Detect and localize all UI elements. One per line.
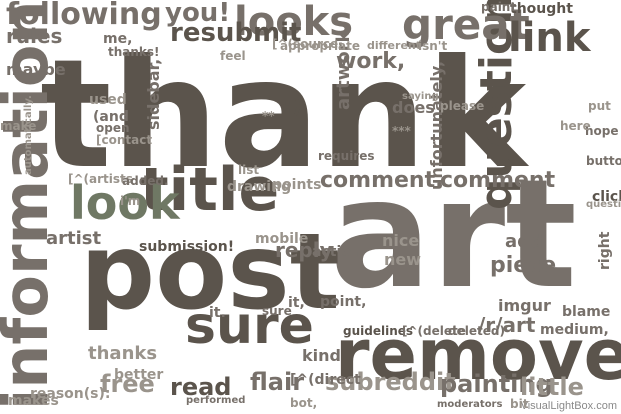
word-question: question [586, 199, 621, 210]
word-r-art: /r/art [478, 313, 536, 337]
word-drawing: drawing [227, 179, 292, 195]
word-removed: removed [335, 314, 621, 396]
word-points: points [272, 177, 322, 193]
word-reason-s: reason(s): [30, 386, 111, 402]
word-look: look [70, 176, 180, 230]
word-direct: [^(direct [290, 372, 361, 388]
word-sure: sure [262, 304, 292, 318]
word-blame: blame [562, 304, 611, 320]
word-submission: submission! [139, 239, 235, 255]
word-painting: painting [440, 370, 553, 398]
word-appropriate: appropriate [280, 39, 361, 53]
word-bit: bit [510, 397, 529, 411]
word-guidelines: guidelines [343, 324, 414, 338]
word-put: put [588, 99, 611, 113]
word-mobile: mobile [255, 231, 309, 247]
word-bot: bot, [290, 396, 318, 410]
word-resubmit: resubmit [170, 18, 302, 48]
word-i-m: i'm [120, 194, 141, 208]
word-right: right [597, 231, 613, 270]
word-unfortunately: unfortunately, [427, 60, 446, 190]
word-better: better [114, 367, 164, 383]
word-new: new [384, 250, 422, 269]
word-symbol: ** [262, 109, 275, 123]
word-comment: comment. [320, 168, 444, 193]
word-isn-t: isn't [418, 39, 448, 53]
word-read: read [170, 373, 232, 401]
watermark-text: VisualLightBox.com [520, 400, 617, 412]
word-point: point, [320, 294, 367, 310]
word-saying: saying [402, 91, 439, 102]
word-it: it, [288, 295, 305, 311]
word-imgur: imgur [498, 296, 551, 315]
word-symbol: :) [283, 94, 302, 119]
word-added: added. [122, 174, 169, 188]
word-thanks: thanks! [108, 45, 160, 59]
word-symbol: *** [392, 124, 411, 138]
word-me: me, [103, 31, 133, 47]
word-source: [^(source [272, 37, 339, 51]
word-does: does [392, 98, 435, 117]
word-title: title [140, 155, 280, 225]
word-subreddit: subreddit [325, 368, 456, 396]
word-it: it. [209, 305, 226, 321]
word-artists: [^(artists [68, 172, 133, 186]
word-post: post [80, 211, 340, 333]
word-makes: makes [8, 393, 59, 409]
word-button: button [586, 154, 621, 168]
word-rules: rules [6, 24, 63, 48]
word-moderators: moderators [437, 399, 503, 410]
word-work: work, [336, 49, 406, 74]
word-comment: comment [440, 168, 556, 193]
word-thank: thank [40, 28, 527, 202]
word-free: free [100, 370, 155, 398]
word-reply: reply [275, 238, 333, 262]
word-sidebar: sidebar, [144, 58, 163, 130]
word-paint: paint [481, 0, 517, 14]
word-contact: [contact [96, 133, 153, 147]
word-requires: requires [318, 149, 375, 163]
word-thanks: thanks [88, 343, 158, 364]
word-here: here [560, 119, 591, 133]
word-looks: looks [234, 0, 354, 45]
word-nice: nice [382, 231, 420, 250]
word-thought: thought [510, 1, 573, 17]
word-list: list [238, 163, 260, 177]
word-hope: hope [585, 124, 619, 138]
word-link: link [508, 15, 591, 61]
word-medium: medium, [540, 322, 609, 338]
word-performed: performed [186, 395, 246, 406]
word-make: make [0, 119, 37, 133]
word-following: following [6, 0, 162, 32]
word-open: open [96, 121, 130, 135]
word-action: action [312, 244, 361, 260]
word-deleted: deleted) [448, 324, 505, 338]
word-you: you! [165, 0, 231, 28]
word-piece: piece [490, 253, 557, 278]
word-art: art [330, 148, 577, 322]
word-different: different [367, 39, 421, 52]
word-little: little [520, 373, 584, 401]
word-sure: sure [185, 296, 314, 356]
word-artist: artist [46, 228, 102, 249]
word-feel: feel [220, 49, 246, 63]
word-great: great [402, 0, 530, 49]
word-kind: kind [302, 346, 341, 365]
word-automatically: automatically. [23, 95, 34, 175]
word-add: add [505, 231, 543, 252]
word-maybe: maybe [6, 60, 66, 79]
word-used: used [89, 92, 127, 108]
word-and: (and [93, 109, 129, 125]
word-please: please [440, 99, 485, 113]
word-flair: flair [250, 368, 305, 396]
word-click: click [592, 189, 621, 205]
word-delete: [^(delete [402, 324, 466, 338]
